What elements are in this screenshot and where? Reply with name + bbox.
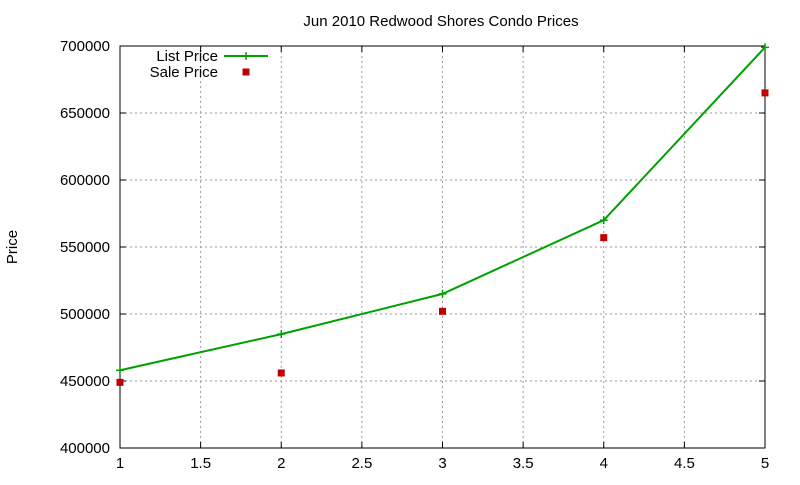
y-tick-label: 700000 bbox=[60, 38, 110, 55]
data-point-plus bbox=[116, 366, 124, 375]
data-point-square bbox=[439, 307, 446, 315]
legend-square-marker bbox=[242, 68, 250, 76]
x-tick-label: 3 bbox=[438, 455, 446, 472]
y-tick-label: 500000 bbox=[60, 306, 110, 323]
data-point-square bbox=[600, 234, 608, 242]
y-tick-label: 400000 bbox=[60, 440, 110, 457]
x-tick-label: 4 bbox=[600, 455, 608, 472]
x-tick-label: 2.5 bbox=[351, 455, 372, 472]
x-tick-label: 2 bbox=[277, 455, 285, 472]
data-point-square bbox=[761, 89, 769, 97]
series-list-price bbox=[116, 43, 769, 375]
x-tick-label: 1 bbox=[116, 455, 124, 472]
x-tick-label: 1.5 bbox=[190, 455, 211, 472]
data-point-plus bbox=[438, 289, 447, 298]
y-tick-label: 650000 bbox=[60, 105, 110, 122]
series-sale-price bbox=[116, 89, 769, 386]
legend-label: List Price bbox=[156, 48, 218, 65]
data-point-square bbox=[116, 378, 124, 386]
y-tick-label: 450000 bbox=[60, 373, 110, 390]
x-tick-label: 3.5 bbox=[513, 455, 534, 472]
x-tick-label: 5 bbox=[761, 455, 769, 472]
legend-label: Sale Price bbox=[150, 64, 218, 81]
chart-title: Jun 2010 Redwood Shores Condo Prices bbox=[303, 13, 578, 30]
y-tick-label: 600000 bbox=[60, 172, 110, 189]
data-point-plus bbox=[599, 216, 608, 225]
y-tick-label: 550000 bbox=[60, 239, 110, 256]
data-point-plus bbox=[761, 43, 769, 52]
axis-ticks: 400000 450000 500000 550000 600000 650000 7000… bbox=[60, 38, 769, 472]
data-point-square bbox=[277, 369, 285, 377]
series bbox=[116, 43, 769, 386]
x-tick-label: 4.5 bbox=[674, 455, 695, 472]
data-point-plus bbox=[277, 330, 286, 339]
y-axis-label: Price bbox=[4, 230, 21, 264]
legend-plus-marker bbox=[242, 52, 250, 60]
